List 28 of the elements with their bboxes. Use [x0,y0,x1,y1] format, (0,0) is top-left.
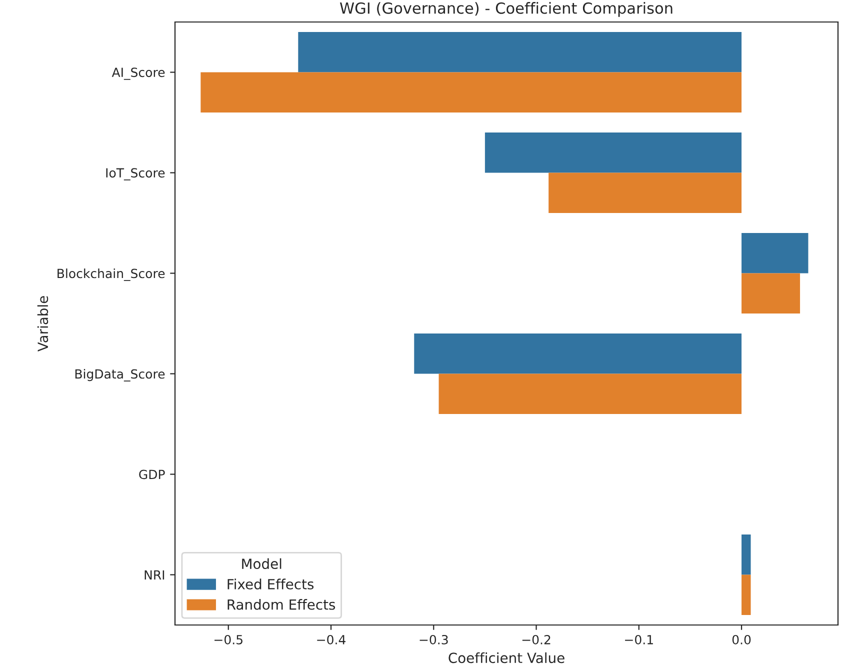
bar [742,534,751,575]
x-axis-title: Coefficient Value [448,652,564,664]
x-tick-label: −0.5 [214,634,242,644]
bar [548,172,742,213]
legend-title: Model [242,558,282,570]
x-tick-label: 0.0 [732,634,751,644]
bar [742,273,800,314]
y-tick-label: BigData_Score [75,369,165,382]
chart-title: WGI (Governance) - Coefficient Comparison [340,2,672,17]
x-tick-label: −0.1 [625,634,653,644]
bar [742,574,751,615]
y-tick-label: AI_Score [112,68,165,80]
y-tick-label: Blockchain_Score [58,268,165,281]
y-tick-label: GDP [139,470,165,480]
y-axis-title: Variable [37,296,48,352]
y-tick-label: IoT_Score [106,168,165,180]
x-tick-label: −0.3 [420,634,448,644]
bar [414,334,742,374]
bar [438,374,742,414]
legend-label: Fixed Effects [228,578,314,590]
bar [200,72,742,112]
bar [298,32,742,72]
y-tick-label: NRI [144,570,164,580]
x-tick-label: −0.4 [317,634,346,644]
bar [484,132,742,173]
bar [742,233,808,274]
legend-label: Random Effects [228,599,336,610]
x-tick-label: −0.2 [522,634,550,644]
